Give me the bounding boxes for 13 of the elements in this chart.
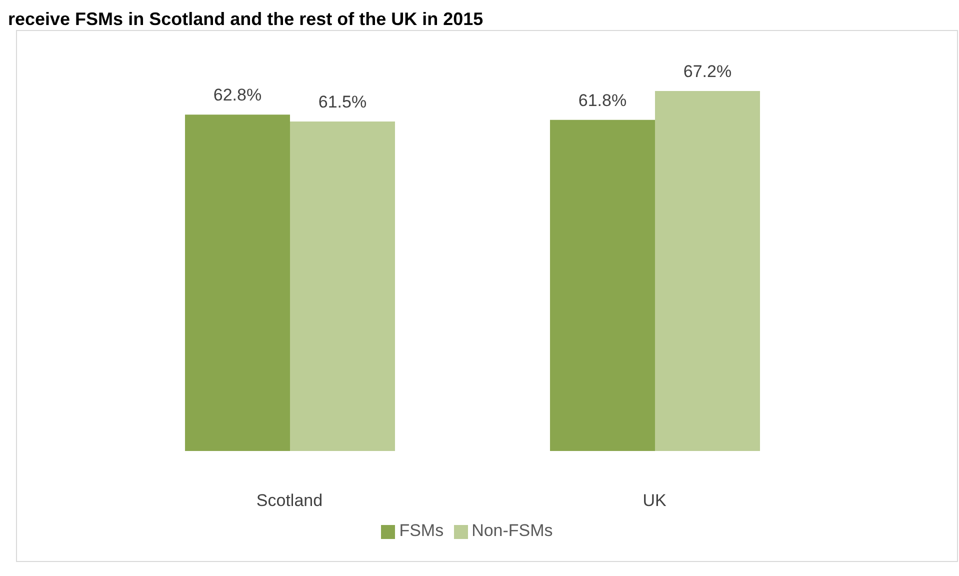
data-label: 61.5% (318, 92, 367, 112)
data-label: 62.8% (213, 86, 262, 105)
x-tick-label: UK (642, 491, 667, 510)
x-tick-label: Scotland (256, 491, 323, 510)
bar (290, 122, 395, 451)
bar (185, 114, 290, 451)
data-label: 67.2% (683, 62, 732, 81)
bar (550, 120, 655, 451)
data-label: 61.8% (578, 90, 627, 110)
bar (655, 91, 760, 451)
chart-title: receive FSMs in Scotland and the rest of the UK in 2015 (8, 8, 484, 30)
legend-label: FSMs (399, 521, 444, 540)
legend-label: Non-FSMs (472, 521, 553, 540)
